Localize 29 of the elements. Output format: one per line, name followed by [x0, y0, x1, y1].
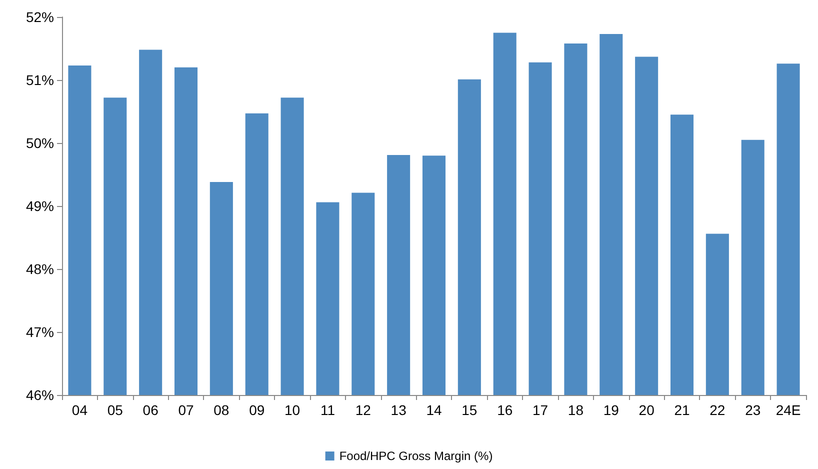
x-tick-label: 23 [745, 402, 761, 418]
x-tick-label: 21 [674, 402, 690, 418]
x-tick-label: 08 [214, 402, 230, 418]
x-tick-label: 13 [390, 402, 407, 418]
y-tick-label: 47% [26, 324, 54, 340]
y-tick-label: 46% [26, 387, 54, 403]
x-tick-label: 10 [284, 402, 300, 418]
x-tick-label: 12 [355, 402, 372, 418]
x-tick-label: 19 [603, 402, 620, 418]
x-tick-label: 24E [776, 402, 801, 418]
x-tick-label: 18 [568, 402, 584, 418]
x-tick-label: 06 [142, 402, 159, 418]
x-tick-label: 07 [178, 402, 194, 418]
x-tick-label: 14 [426, 402, 442, 418]
x-tick-label: 09 [249, 402, 265, 418]
y-tick-label: 48% [26, 261, 54, 277]
y-tick-label: 51% [26, 72, 54, 88]
x-tick-label: 04 [72, 402, 88, 418]
y-tick-label: 49% [26, 198, 54, 214]
x-tick-label: 16 [497, 402, 513, 418]
x-tick-label: 22 [710, 402, 726, 418]
y-tick-label: 52% [26, 9, 54, 25]
x-tick-label: 20 [638, 402, 655, 418]
y-tick-label: 50% [26, 135, 54, 151]
x-tick-label: 11 [320, 402, 336, 418]
x-tick-label: 05 [107, 402, 124, 418]
x-tick-label: 17 [532, 402, 548, 418]
x-tick-label: 15 [462, 402, 478, 418]
legend-label: Food/HPC Gross Margin (%) [339, 449, 493, 463]
